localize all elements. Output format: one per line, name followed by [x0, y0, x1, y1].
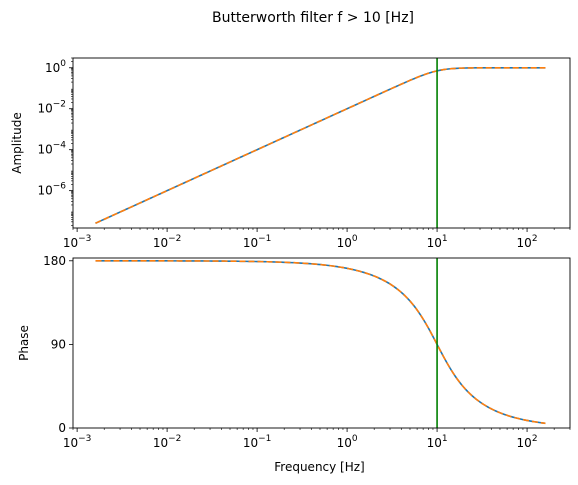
y-tick-label: 180 [43, 254, 66, 268]
x-tick-label: 10−1 [243, 234, 272, 250]
x-tick-label: 100 [337, 234, 358, 250]
y-tick-label: 90 [51, 337, 66, 351]
x-tick-label: 10−3 [63, 434, 92, 450]
y-tick-label: 0 [58, 421, 66, 435]
panel-phase: 10−3 10−2 10−1 100 101 102 0 90 180 Phase Frequenc… [17, 254, 571, 474]
series-line-2 [95, 66, 546, 224]
y-tick-label: 10−4 [37, 141, 66, 157]
series-line-2 [95, 260, 546, 425]
y-tick-label: 10−6 [37, 182, 66, 198]
panels: 10−3 10−2 10−1 100 101 102 10−6 10−4 10−2 100 Ampl… [10, 57, 571, 474]
y-axis-label: Phase [17, 325, 31, 361]
y-tick-label: 100 [45, 59, 66, 75]
x-tick-label: 10−1 [243, 434, 272, 450]
series-line-1 [95, 66, 546, 224]
series-line-1 [95, 260, 546, 425]
y-tick-label: 10−2 [37, 100, 66, 116]
x-tick-label: 101 [427, 234, 448, 250]
x-axis-label: Frequency [Hz] [274, 460, 365, 474]
figure-title: Butterworth filter f > 10 [Hz] [212, 10, 414, 26]
axes-frame [72, 57, 571, 229]
x-tick-label: 102 [517, 434, 538, 450]
x-tick-label: 10−3 [63, 234, 92, 250]
x-tick-label: 101 [427, 434, 448, 450]
panel-amplitude: 10−3 10−2 10−1 100 101 102 10−6 10−4 10−2 100 Ampl… [10, 57, 571, 250]
axes-frame [72, 257, 571, 429]
x-tick-label: 100 [337, 434, 358, 450]
x-tick-label: 10−2 [153, 434, 182, 450]
y-axis-label: Amplitude [10, 112, 24, 174]
x-tick-label: 10−2 [153, 234, 182, 250]
x-tick-label: 102 [517, 234, 538, 250]
